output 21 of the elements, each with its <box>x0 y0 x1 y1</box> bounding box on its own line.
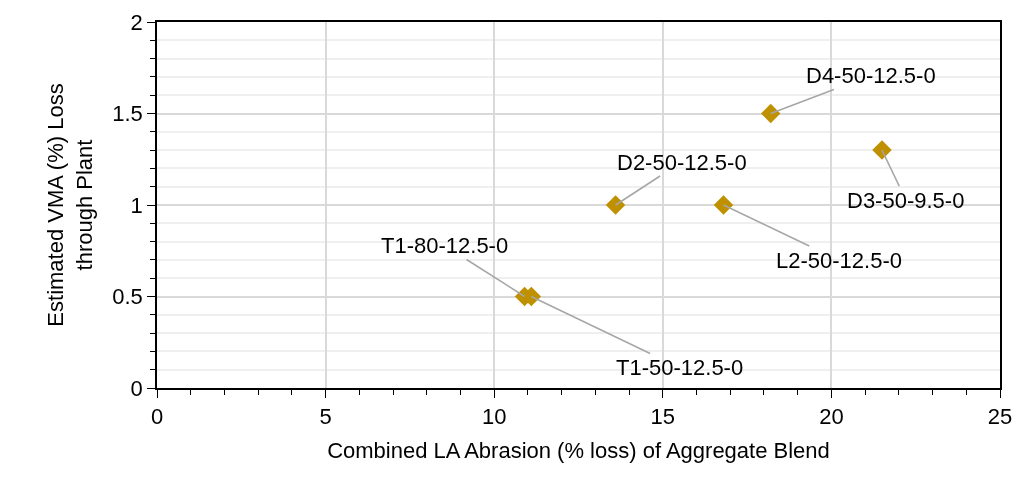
x-tick-label: 0 <box>150 404 164 430</box>
x-tick-label: 5 <box>319 404 332 430</box>
point <box>605 195 626 215</box>
x-tick-label: 25 <box>987 404 1013 430</box>
y-tick-label: 1.5 <box>112 101 143 127</box>
annotation: D3-50-9.5-0 <box>847 188 965 213</box>
point <box>713 195 734 215</box>
annotation: D4-50-12.5-0 <box>806 63 936 88</box>
y-tick-label: 0 <box>130 375 143 401</box>
x-tick-label: 10 <box>481 404 507 430</box>
annotation: T1-50-12.5-0 <box>616 355 744 380</box>
annotation: T1-80-12.5-0 <box>381 233 509 258</box>
y-tick-label: 1 <box>130 192 143 218</box>
x-tick-label: 20 <box>819 404 844 430</box>
y-tick-label: 0.5 <box>112 284 143 310</box>
y-tick-label: 2 <box>130 9 143 35</box>
x-axis-title: Combined LA Abrasion (% loss) of Aggregate Blend <box>327 437 830 463</box>
x-tick-label: 15 <box>650 404 676 430</box>
y-axis-title: Estimated VMA (%) Loss through Plant <box>42 83 97 327</box>
annotation: D2-50-12.5-0 <box>617 150 747 175</box>
annotation: L2-50-12.5-0 <box>776 248 902 273</box>
